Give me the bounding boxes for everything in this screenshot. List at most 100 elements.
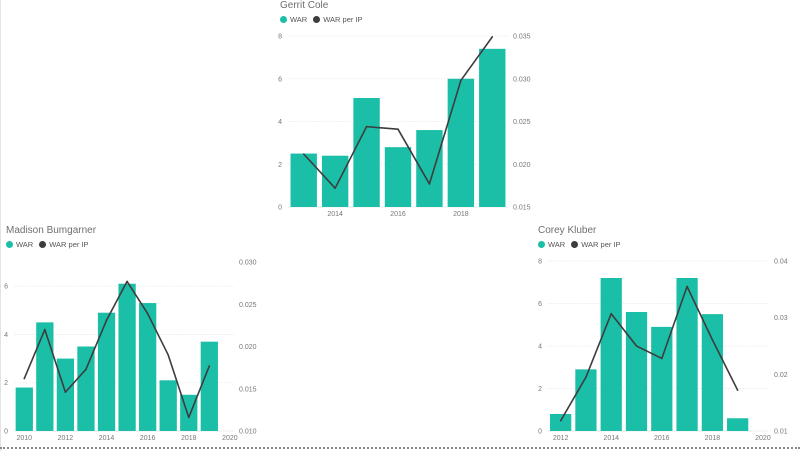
y-left-tick-label: 0 — [538, 429, 542, 436]
bar-war[interactable] — [384, 147, 412, 207]
legend: WAR WAR per IP — [280, 15, 369, 24]
x-tick-label: 2010 — [16, 435, 32, 442]
x-tick-label: 2016 — [654, 435, 670, 442]
line-point-war-per-ip[interactable] — [126, 280, 128, 283]
x-tick-label: 2014 — [603, 435, 619, 442]
legend: WAR WAR per IP — [6, 240, 95, 249]
y-right-tick-label: 0.02 — [774, 372, 788, 379]
legend-dot-icon — [571, 241, 579, 248]
bar-war[interactable] — [676, 278, 698, 431]
y-right-tick-label: 0.03 — [774, 315, 788, 322]
bar-war[interactable] — [36, 322, 54, 431]
bar-war[interactable] — [77, 346, 95, 432]
y-left-tick-label: 8 — [538, 259, 542, 266]
y-right-tick-label: 0.015 — [513, 205, 531, 212]
legend-item-war-per-ip[interactable]: WAR per IP — [313, 15, 363, 24]
legend-dot-icon — [313, 16, 321, 23]
y-right-tick-label: 0.015 — [239, 386, 257, 393]
line-point-war-per-ip[interactable] — [44, 328, 46, 331]
y-left-tick-label: 4 — [4, 332, 8, 339]
y-left-tick-label: 0 — [278, 205, 282, 212]
line-point-war-per-ip[interactable] — [711, 338, 714, 341]
x-tick-label: 2018 — [453, 211, 469, 218]
line-war-per-ip[interactable] — [559, 285, 739, 422]
legend-label: WAR — [548, 240, 566, 249]
line-point-war-per-ip[interactable] — [397, 128, 399, 130]
legend-item-war[interactable]: WAR — [538, 240, 565, 249]
line-point-war-per-ip[interactable] — [660, 357, 663, 360]
bar-war[interactable] — [550, 414, 572, 431]
line-point-war-per-ip[interactable] — [585, 376, 587, 378]
line-point-war-per-ip[interactable] — [428, 183, 431, 185]
line-point-war-per-ip[interactable] — [559, 420, 562, 422]
bar-war[interactable] — [701, 314, 723, 431]
bar-war[interactable] — [600, 278, 622, 431]
bar-war[interactable] — [447, 78, 475, 207]
bar-war[interactable] — [479, 48, 506, 208]
line-point-war-per-ip[interactable] — [64, 391, 67, 393]
legend-label: WAR — [16, 240, 34, 249]
legend-label: WAR — [290, 15, 308, 24]
y-left-tick-label: 6 — [278, 76, 282, 83]
line-point-war-per-ip[interactable] — [460, 79, 462, 82]
y-right-tick-label: 0.030 — [239, 260, 257, 267]
chart-title: Madison Bumgarner — [6, 225, 97, 236]
line-point-war-per-ip[interactable] — [146, 312, 149, 315]
y-right-tick-label: 0.020 — [513, 162, 531, 169]
x-tick-label: 2016 — [390, 211, 406, 218]
chart-plot-area: 0 2 4 6 8 0.015 0.020 0.025 0.030 0.035 2014 2016 20… — [278, 34, 531, 219]
y-left-tick-label: 4 — [538, 344, 542, 351]
line-point-war-per-ip[interactable] — [208, 365, 211, 367]
line-point-war-per-ip[interactable] — [302, 153, 305, 155]
line-point-war-per-ip[interactable] — [167, 354, 170, 356]
legend-item-war-per-ip[interactable]: WAR per IP — [39, 240, 89, 249]
x-tick-label: 2018 — [705, 435, 721, 442]
line-point-war-per-ip[interactable] — [491, 36, 494, 38]
y-left-tick-label: 6 — [538, 301, 542, 308]
bar-war[interactable] — [200, 341, 218, 431]
x-tick-label: 2012 — [553, 435, 569, 442]
bar-war[interactable] — [353, 97, 380, 207]
bar-war[interactable] — [290, 153, 317, 207]
visual-gerrit-cole[interactable]: Gerrit Cole WAR WAR per IP 0 2 4 6 8 0.015 0.0… — [278, 0, 540, 219]
bar-war[interactable] — [56, 358, 75, 431]
legend-item-war-per-ip[interactable]: WAR per IP — [571, 240, 621, 249]
visual-corey-kluber[interactable]: Corey Kluber WAR WAR per IP 0 2 4 6 8 0.01 0.0… — [538, 225, 798, 447]
visual-madison-bumgarner[interactable]: Madison Bumgarner WAR WAR per IP 0 2 4 6 0.0… — [4, 225, 266, 447]
legend-item-war[interactable]: WAR — [280, 15, 307, 24]
line-war-per-ip[interactable] — [23, 280, 211, 419]
bar-war[interactable] — [97, 312, 116, 431]
legend-dot-icon — [39, 241, 47, 248]
line-point-war-per-ip[interactable] — [610, 312, 613, 315]
line-point-war-per-ip[interactable] — [635, 345, 638, 347]
bar-war[interactable] — [15, 387, 33, 431]
y-right-tick-label: 0.025 — [239, 302, 257, 309]
y-left-tick-label: 0 — [4, 429, 8, 436]
line-point-war-per-ip[interactable] — [23, 377, 26, 380]
bar-war[interactable] — [139, 303, 157, 431]
chart-plot-area: 0 2 4 6 0.010 0.015 0.020 0.025 0.030 2010 2012 201… — [4, 260, 257, 443]
bar-war[interactable] — [727, 418, 749, 431]
x-tick-label: 2020 — [222, 435, 238, 442]
y-left-tick-label: 4 — [278, 119, 282, 126]
bar-war[interactable] — [118, 283, 136, 431]
bar-war[interactable] — [159, 380, 177, 431]
line-point-war-per-ip[interactable] — [365, 125, 368, 128]
bar-war[interactable] — [651, 326, 673, 431]
line-point-war-per-ip[interactable] — [686, 285, 688, 288]
bar-war[interactable] — [625, 312, 648, 431]
bar-war[interactable] — [321, 155, 349, 207]
x-tick-label: 2014 — [327, 211, 343, 218]
chart-plot-area: 0 2 4 6 8 0.01 0.02 0.03 0.04 2012 2014 2016 2018 202… — [538, 259, 788, 443]
y-right-tick-label: 0.020 — [239, 344, 257, 351]
y-right-tick-label: 0.025 — [513, 119, 531, 126]
line-point-war-per-ip[interactable] — [105, 319, 108, 322]
legend-label: WAR per IP — [323, 15, 363, 24]
line-point-war-per-ip[interactable] — [187, 416, 190, 419]
line-point-war-per-ip[interactable] — [85, 368, 87, 371]
legend-dot-icon — [6, 241, 13, 248]
line-point-war-per-ip[interactable] — [334, 187, 336, 189]
line-point-war-per-ip[interactable] — [736, 389, 739, 391]
legend-item-war[interactable]: WAR — [6, 240, 33, 249]
